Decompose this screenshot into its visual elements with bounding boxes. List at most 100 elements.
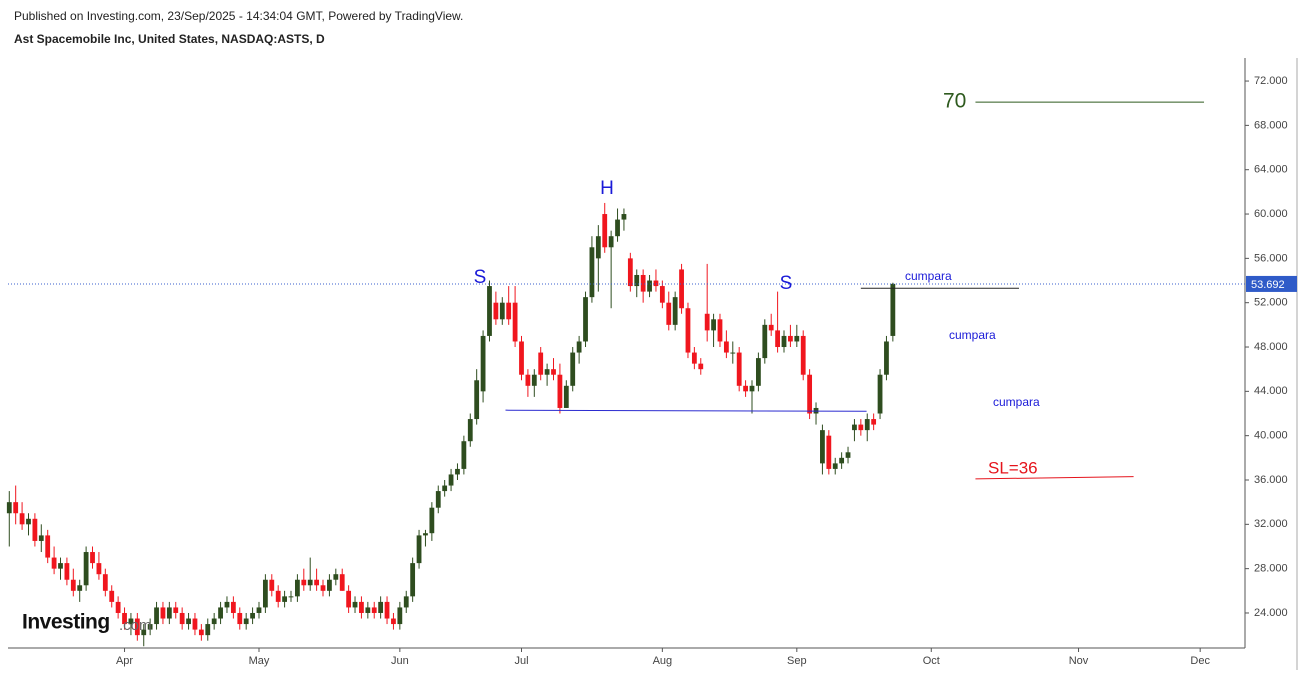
candle-body — [58, 563, 63, 569]
candle-body — [192, 618, 198, 630]
candle-body — [448, 474, 454, 486]
candle-body — [608, 236, 614, 248]
candle-body — [519, 341, 524, 375]
candle-body — [544, 369, 550, 375]
x-tick-label: Jul — [514, 655, 528, 667]
candle-body — [455, 468, 460, 475]
annotation: S — [474, 267, 487, 288]
candle-body — [768, 324, 774, 331]
candle-body — [474, 380, 480, 420]
candle-body — [666, 302, 672, 325]
candle-body — [109, 590, 115, 602]
candle-body — [83, 552, 89, 586]
candle-body — [147, 624, 153, 630]
candle-body — [275, 590, 281, 602]
candle-body — [90, 552, 95, 564]
candle-body — [288, 596, 294, 598]
candle-body — [102, 574, 108, 591]
candle-body — [730, 352, 736, 354]
candle-body — [346, 590, 352, 608]
candle-body — [423, 533, 428, 536]
candle-body — [871, 419, 877, 425]
x-tick-label: Dec — [1190, 655, 1210, 667]
candle-body — [512, 302, 518, 342]
instrument-title: Ast Spacemobile Inc, United States, NASD… — [14, 32, 325, 46]
candle-body — [365, 607, 371, 613]
y-tick-label: 56.000 — [1254, 252, 1288, 264]
candle-body — [890, 283, 896, 336]
candle-body — [820, 430, 825, 464]
candle-body — [371, 607, 377, 613]
candle-body — [134, 618, 140, 636]
candle-body — [256, 607, 262, 613]
candle-body — [634, 274, 640, 287]
x-tick-label: May — [249, 655, 270, 667]
candle-body — [807, 374, 813, 414]
candle-body — [51, 557, 57, 569]
candle-body — [576, 341, 582, 353]
candle-body — [410, 563, 416, 597]
candle-body — [205, 624, 211, 636]
candle-body — [262, 579, 268, 608]
candle-body — [269, 579, 275, 591]
candle-body — [659, 286, 665, 303]
candle-body — [38, 535, 44, 541]
candle-body — [647, 280, 652, 292]
candle-body — [884, 341, 889, 375]
candle-body — [282, 596, 287, 602]
candle-body — [685, 308, 691, 353]
y-tick-label: 44.000 — [1254, 385, 1288, 397]
candle-body — [211, 618, 217, 625]
candle-body — [781, 335, 787, 348]
x-tick-label: Oct — [923, 655, 940, 667]
candle-body — [627, 258, 633, 287]
candle-body — [384, 601, 390, 619]
annotation: H — [600, 178, 614, 199]
candle-body — [301, 579, 307, 586]
annotation: cumpara — [993, 395, 1040, 409]
y-tick-label: 32.000 — [1254, 518, 1288, 530]
candle-body — [704, 313, 710, 331]
y-tick-label: 68.000 — [1254, 119, 1288, 131]
candle-body — [6, 502, 12, 514]
y-tick-label: 52.000 — [1254, 297, 1288, 309]
candle-body — [583, 297, 588, 342]
candle-body — [96, 563, 102, 575]
x-tick-label: Apr — [116, 655, 133, 667]
annotation: cumpara — [905, 269, 952, 283]
candle-body — [679, 269, 684, 309]
candle-body — [723, 341, 729, 353]
trend-line — [975, 476, 1134, 480]
candle-body — [839, 457, 845, 464]
candle-body — [794, 335, 800, 342]
candle-body — [179, 612, 185, 625]
candle-body — [467, 419, 473, 442]
x-tick-label: Sep — [787, 655, 807, 667]
candle-body — [173, 607, 179, 613]
candle-body — [743, 385, 748, 392]
candle-body — [775, 330, 781, 348]
candle-body — [250, 612, 255, 619]
candle-body — [525, 374, 531, 386]
candle-body — [570, 352, 576, 386]
candle-body — [295, 579, 300, 597]
candle-body — [691, 352, 697, 364]
candle-body — [736, 352, 742, 386]
last-price-box — [1246, 275, 1297, 292]
candle-body — [788, 335, 793, 342]
candle-body — [397, 607, 403, 625]
candle-body — [589, 247, 595, 298]
candle-body — [442, 485, 448, 492]
candle-body — [480, 335, 486, 392]
candle-body — [314, 579, 320, 586]
annotation: 70 — [943, 90, 966, 113]
candle-body — [672, 297, 678, 325]
candle-body — [602, 214, 608, 248]
logo-brand: Investing — [22, 611, 110, 634]
candle-body — [557, 374, 563, 408]
y-tick-label: 64.000 — [1254, 164, 1288, 176]
candle-body — [800, 335, 806, 375]
candle-body — [327, 579, 332, 591]
y-tick-label: 28.000 — [1254, 563, 1288, 575]
